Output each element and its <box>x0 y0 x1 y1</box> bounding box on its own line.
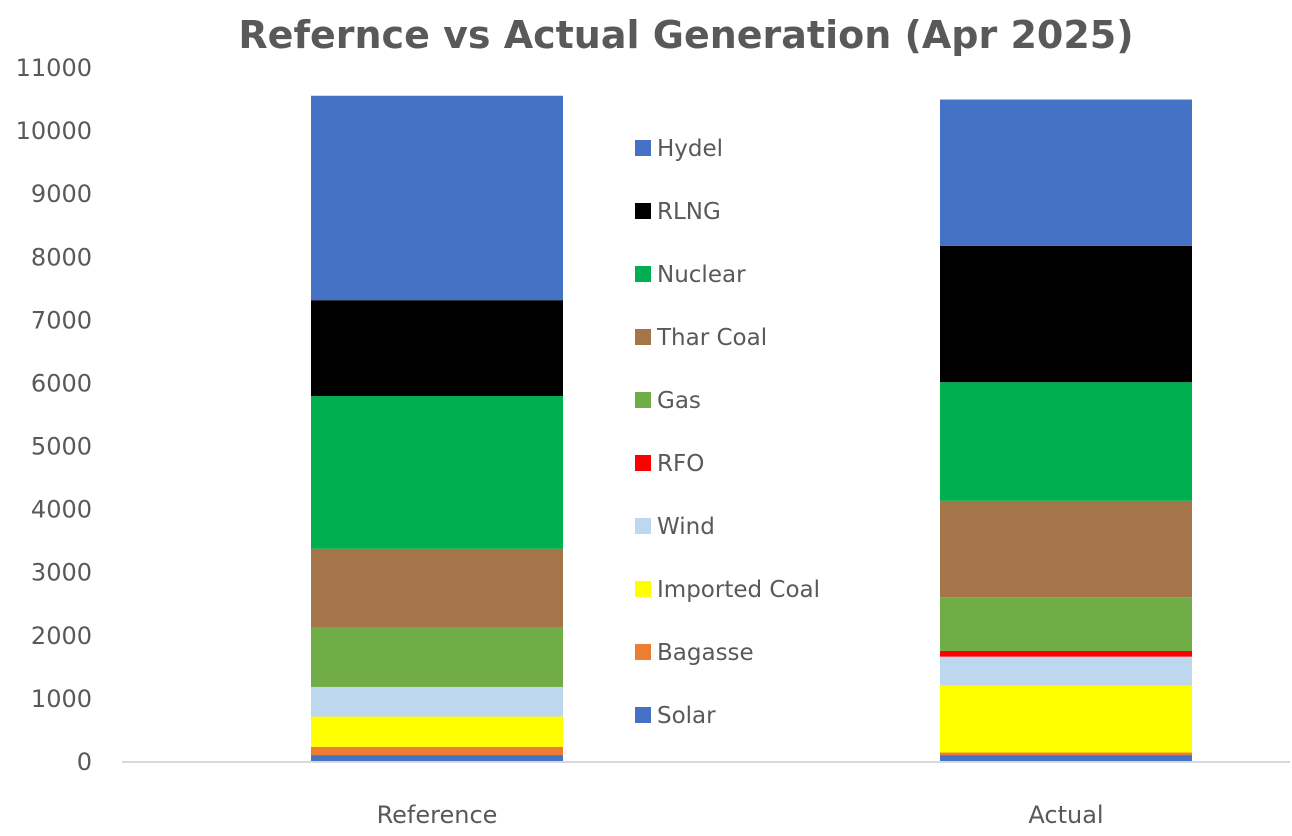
x-tick-label: Actual <box>1028 801 1103 829</box>
legend-item: RLNG <box>635 199 721 225</box>
legend-swatch <box>635 518 651 534</box>
legend-item: Wind <box>635 514 715 540</box>
y-tick-label: 7000 <box>31 306 92 334</box>
bar-segment-gas <box>311 626 563 687</box>
legend-label: Imported Coal <box>657 577 820 603</box>
y-tick-label: 0 <box>77 748 92 776</box>
bar-segment-bagasse <box>940 752 1192 756</box>
y-tick-label: 4000 <box>31 496 92 524</box>
legend-item: Imported Coal <box>635 577 820 603</box>
bar-segment-hydel <box>940 99 1192 246</box>
bar-segment-thar-coal <box>311 548 563 627</box>
bar-segment-nuclear <box>311 396 563 549</box>
legend-label: Wind <box>657 514 715 540</box>
legend: Hydel RLNG Nuclear Thar Coal Gas RFO Wind Impor… <box>635 136 820 729</box>
y-tick-label: 10000 <box>16 117 92 145</box>
legend-swatch <box>635 581 651 597</box>
legend-swatch <box>635 203 651 219</box>
bar-segment-thar-coal <box>940 500 1192 598</box>
bars <box>311 95 1192 762</box>
y-tick-label: 5000 <box>31 433 92 461</box>
bar-segment-wind <box>940 656 1192 686</box>
bar-segment-rfo <box>940 650 1192 657</box>
legend-label: Gas <box>657 388 701 414</box>
bar-segment-solar <box>940 755 1192 762</box>
bar-segment-solar <box>311 755 563 762</box>
legend-item: Nuclear <box>635 262 746 288</box>
x-tick-label: Reference <box>377 801 498 829</box>
y-tick-label: 9000 <box>31 180 92 208</box>
legend-item: Bagasse <box>635 640 754 666</box>
y-axis: 0 1000 2000 3000 4000 5000 6000 7000 8000 9000 100… <box>16 54 92 776</box>
legend-label: Bagasse <box>657 640 754 666</box>
bar-segment-nuclear <box>940 382 1192 501</box>
legend-label: Hydel <box>657 136 723 162</box>
legend-swatch <box>635 140 651 156</box>
legend-swatch <box>635 455 651 471</box>
bar-segment-gas <box>940 597 1192 651</box>
legend-swatch <box>635 707 651 723</box>
bar-segment-imported-coal <box>311 716 563 747</box>
legend-swatch <box>635 392 651 408</box>
legend-item: Gas <box>635 388 701 414</box>
y-tick-label: 3000 <box>31 559 92 587</box>
legend-label: RFO <box>657 451 704 477</box>
legend-label: RLNG <box>657 199 721 225</box>
bar-segment-rlng <box>311 300 563 397</box>
legend-item: RFO <box>635 451 704 477</box>
legend-label: Thar Coal <box>656 325 767 351</box>
bar-segment-rlng <box>940 245 1192 383</box>
legend-item: Thar Coal <box>635 325 767 351</box>
y-tick-label: 11000 <box>16 54 92 82</box>
bar-segment-hydel <box>311 95 563 301</box>
legend-swatch <box>635 266 651 282</box>
bar-segment-wind <box>311 686 563 717</box>
legend-label: Nuclear <box>657 262 746 288</box>
legend-swatch <box>635 329 651 345</box>
y-tick-label: 6000 <box>31 369 92 397</box>
y-tick-label: 1000 <box>31 685 92 713</box>
legend-label: Solar <box>657 703 716 729</box>
legend-item: Hydel <box>635 136 723 162</box>
legend-item: Solar <box>635 703 716 729</box>
y-tick-label: 8000 <box>31 243 92 271</box>
bar-segment-imported-coal <box>940 685 1192 753</box>
legend-swatch <box>635 644 651 660</box>
chart-title: Refernce vs Actual Generation (Apr 2025) <box>238 13 1133 57</box>
x-axis: Reference Actual <box>377 801 1104 829</box>
bar-segment-bagasse <box>311 746 563 756</box>
y-tick-label: 2000 <box>31 622 92 650</box>
